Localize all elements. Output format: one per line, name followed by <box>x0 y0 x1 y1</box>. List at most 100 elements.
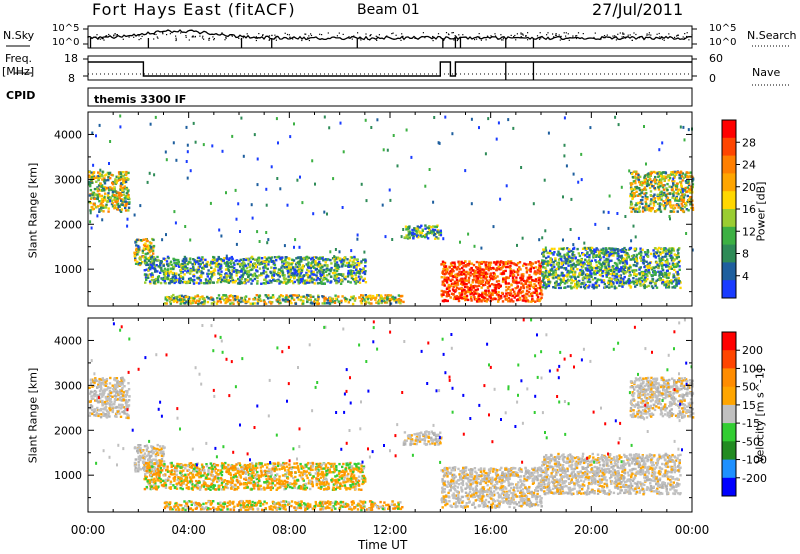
echo-pixel <box>219 274 222 278</box>
echo-pixel <box>276 271 280 274</box>
echo-pixel <box>121 203 124 207</box>
echo-pixel <box>162 276 166 280</box>
echo-pixel <box>651 266 654 269</box>
echo-pixel <box>210 302 214 305</box>
echo-pixel <box>639 175 642 178</box>
echo-pixel <box>141 249 144 252</box>
echo-pixel <box>478 269 481 272</box>
echo-pixel <box>243 262 246 265</box>
echo-pixel <box>172 257 175 261</box>
echo-pixel <box>499 297 502 300</box>
nsearch-point <box>115 34 117 36</box>
echo-pixel <box>295 257 298 260</box>
echo-pixel <box>633 192 636 195</box>
echo-pixel <box>99 204 102 207</box>
echo-pixel <box>213 256 216 259</box>
echo-pixel <box>649 200 653 203</box>
echo-pixel <box>193 261 196 264</box>
echo-pixel <box>454 273 457 277</box>
echo-pixel <box>359 299 362 303</box>
echo-pixel <box>443 276 446 279</box>
echo-pixel <box>504 261 508 264</box>
echo-pixel <box>645 260 648 263</box>
echo-pixel <box>199 262 202 266</box>
echo-pixel <box>237 271 240 274</box>
echo-pixel <box>583 261 586 264</box>
echo-pixel <box>665 187 668 190</box>
echo-pixel <box>668 202 672 205</box>
echo-pixel <box>201 295 204 298</box>
echo-pixel <box>157 280 160 284</box>
echo-pixel <box>614 249 617 252</box>
nsearch-point <box>359 38 361 40</box>
echo-pixel <box>301 257 304 261</box>
echo-pixel <box>610 279 613 282</box>
echo-pixel <box>570 249 573 253</box>
echo-pixel <box>682 200 685 203</box>
nsearch-point <box>432 35 434 38</box>
nsearch-point <box>621 36 623 38</box>
echo-pixel <box>517 294 520 297</box>
echo-pixel <box>490 283 494 286</box>
echo-pixel <box>293 280 296 284</box>
echo-pixel <box>650 285 654 288</box>
echo-pixel <box>642 255 645 259</box>
echo-pixel <box>258 256 261 259</box>
echo-pixel <box>233 263 236 266</box>
echo-pixel <box>459 273 462 276</box>
echo-pixel <box>337 300 340 303</box>
echo-pixel <box>467 278 471 282</box>
echo-pixel <box>679 281 682 284</box>
echo-pixel <box>217 256 220 259</box>
echo-pixel <box>539 282 542 285</box>
echo-pixel <box>621 285 624 288</box>
echo-pixel <box>166 268 170 271</box>
echo-pixel <box>441 260 445 263</box>
echo-pixel <box>441 299 445 303</box>
echo-pixel <box>634 235 637 239</box>
echo-pixel <box>588 278 591 281</box>
echo-pixel <box>565 164 568 168</box>
echo-pixel <box>360 297 364 301</box>
echo-pixel <box>506 287 510 291</box>
echo-pixel <box>555 273 558 276</box>
echo-pixel <box>670 185 673 189</box>
nsearch-point <box>527 39 529 41</box>
echo-pixel <box>662 204 666 207</box>
echo-pixel <box>574 257 577 260</box>
echo-pixel <box>427 227 431 230</box>
echo-pixel <box>581 277 585 280</box>
echo-pixel <box>181 262 184 266</box>
echo-pixel <box>512 269 515 272</box>
echo-pixel <box>183 298 186 301</box>
echo-pixel <box>408 225 411 228</box>
echo-pixel <box>156 277 160 281</box>
echo-pixel <box>435 225 438 229</box>
echo-pixel <box>576 285 579 288</box>
echo-pixel <box>665 283 668 286</box>
echo-pixel <box>442 293 445 296</box>
echo-pixel <box>206 275 209 278</box>
echo-pixel <box>247 300 250 303</box>
nsearch-point <box>623 33 625 35</box>
echo-pixel <box>155 264 158 267</box>
echo-pixel <box>370 302 373 305</box>
echo-pixel <box>174 275 177 278</box>
nsearch-point <box>275 37 277 39</box>
echo-pixel <box>565 259 568 262</box>
echo-pixel <box>91 181 94 184</box>
echo-pixel <box>521 294 524 298</box>
echo-pixel <box>222 259 225 262</box>
echo-pixel <box>163 267 167 270</box>
echo-pixel <box>121 190 124 193</box>
echo-pixel <box>522 264 525 267</box>
echo-pixel <box>88 182 91 186</box>
echo-pixel <box>463 285 467 289</box>
echo-pixel <box>336 267 339 271</box>
echo-pixel <box>326 302 329 305</box>
echo-pixel <box>625 252 628 255</box>
echo-pixel <box>251 268 254 271</box>
echo-pixel <box>505 298 509 301</box>
echo-pixel <box>670 259 674 262</box>
echo-pixel <box>532 285 535 289</box>
